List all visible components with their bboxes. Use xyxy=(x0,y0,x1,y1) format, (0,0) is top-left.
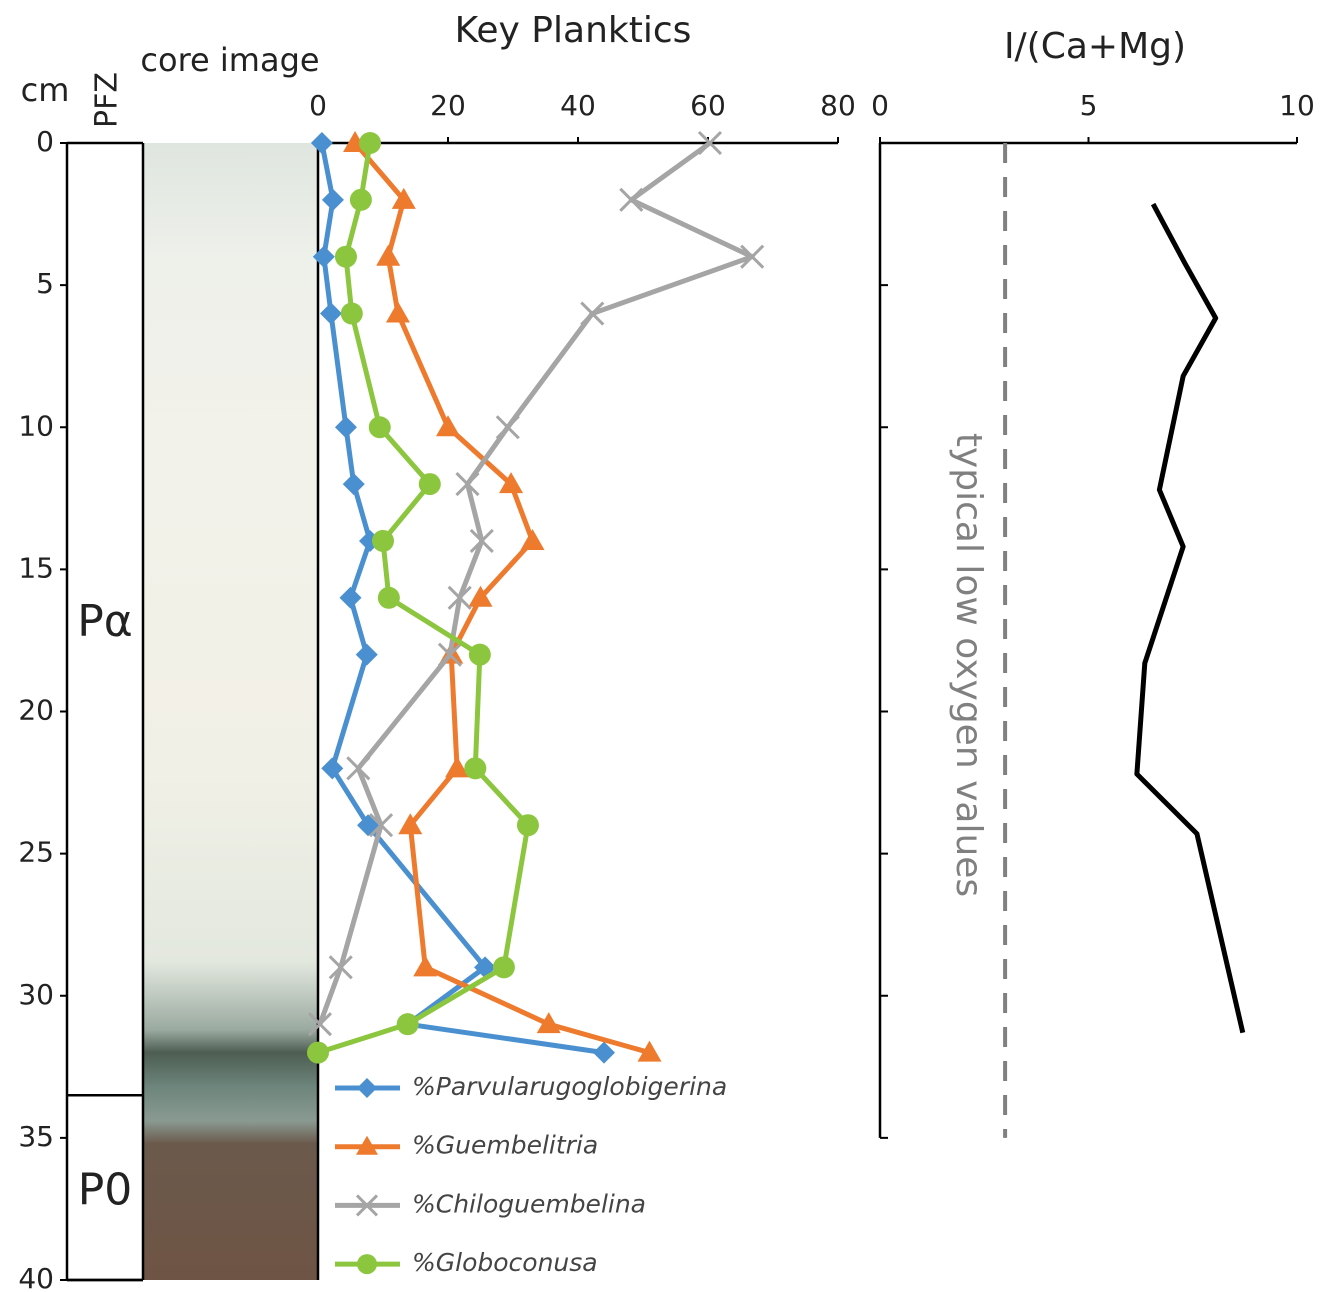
legend-marker xyxy=(357,1078,377,1098)
marker xyxy=(385,301,410,323)
marker xyxy=(468,585,493,607)
marker xyxy=(334,416,357,439)
y-tick-label: 35 xyxy=(18,1120,54,1153)
marker xyxy=(334,245,357,268)
marker xyxy=(321,757,344,780)
marker xyxy=(368,813,394,838)
marker xyxy=(619,187,644,212)
x-tick-label: 60 xyxy=(690,89,726,122)
marker xyxy=(307,1012,333,1037)
marker xyxy=(340,302,363,325)
marker xyxy=(464,757,487,780)
marker xyxy=(359,132,381,154)
marker xyxy=(499,472,524,494)
legend-marker xyxy=(356,1135,378,1155)
marker xyxy=(368,416,391,439)
marker xyxy=(418,473,441,496)
marker xyxy=(342,473,365,496)
series-line xyxy=(319,142,605,1056)
marker xyxy=(697,130,723,156)
marker xyxy=(320,302,342,325)
y-tick-label: 30 xyxy=(18,978,54,1011)
legend-marker xyxy=(355,1194,379,1217)
zone-name: P0 xyxy=(78,1165,133,1216)
marker xyxy=(328,955,353,980)
x-tick-label: 0 xyxy=(871,89,889,122)
chart-title: I/(Ca+Mg) xyxy=(1004,26,1186,67)
marker xyxy=(593,1041,615,1064)
marker xyxy=(740,244,765,269)
chart-title: Key Planktics xyxy=(455,10,692,51)
reference-label: typical low oxygen values xyxy=(948,433,989,897)
x-tick-label: 0 xyxy=(309,89,327,122)
zone-name: Pα xyxy=(77,596,133,647)
marker xyxy=(495,415,520,440)
y-tick-label: 5 xyxy=(36,267,54,300)
legend-label: %Chiloguembelina xyxy=(412,1189,646,1218)
legend-label: %Parvularugoglobigerina xyxy=(412,1072,727,1101)
marker xyxy=(455,472,480,497)
marker xyxy=(469,528,494,554)
marker xyxy=(492,956,515,979)
core-image xyxy=(143,143,318,1280)
legend-label: %Globoconusa xyxy=(412,1248,598,1277)
x-tick-label: 5 xyxy=(1080,89,1098,122)
marker xyxy=(520,528,545,550)
legend-marker xyxy=(357,1254,377,1275)
y-axis-label: cm xyxy=(21,71,70,109)
y-tick-label: 25 xyxy=(18,836,54,869)
marker xyxy=(307,1041,329,1064)
series-line xyxy=(1134,202,1246,1034)
marker xyxy=(436,415,460,437)
x-tick-label: 40 xyxy=(560,89,596,122)
x-tick-label: 10 xyxy=(1279,89,1315,122)
marker xyxy=(536,1012,561,1034)
y-tick-label: 15 xyxy=(18,551,54,584)
marker xyxy=(437,642,463,667)
marker xyxy=(516,814,539,837)
marker xyxy=(376,244,401,266)
y-tick-label: 20 xyxy=(18,694,54,727)
x-tick-label: 80 xyxy=(820,89,856,122)
series-line xyxy=(317,140,755,1026)
marker xyxy=(377,586,400,609)
marker xyxy=(468,643,491,666)
y-tick-label: 10 xyxy=(18,409,54,442)
x-tick-label: 20 xyxy=(430,89,466,122)
marker xyxy=(637,1040,662,1062)
marker xyxy=(398,813,423,835)
y-tick-label: 0 xyxy=(36,125,54,158)
marker xyxy=(355,643,378,666)
core-label: core image xyxy=(140,41,319,79)
marker xyxy=(312,245,335,268)
marker xyxy=(321,188,344,211)
marker xyxy=(445,756,470,778)
series-line xyxy=(353,141,651,1056)
marker xyxy=(396,1013,419,1036)
marker xyxy=(413,955,438,977)
marker xyxy=(447,585,472,610)
y-tick-label: 40 xyxy=(18,1262,54,1292)
marker xyxy=(346,756,371,781)
marker xyxy=(372,529,394,552)
marker xyxy=(310,132,333,154)
zone-label: PFZ xyxy=(90,72,125,128)
legend-label: %Guembelitria xyxy=(412,1131,598,1160)
marker xyxy=(349,188,372,211)
marker xyxy=(391,187,416,209)
marker xyxy=(339,586,362,609)
marker xyxy=(580,301,605,326)
